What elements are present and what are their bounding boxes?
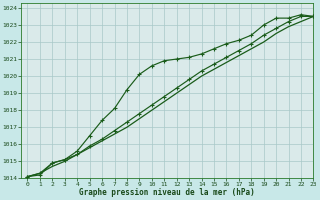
X-axis label: Graphe pression niveau de la mer (hPa): Graphe pression niveau de la mer (hPa) (79, 188, 255, 197)
